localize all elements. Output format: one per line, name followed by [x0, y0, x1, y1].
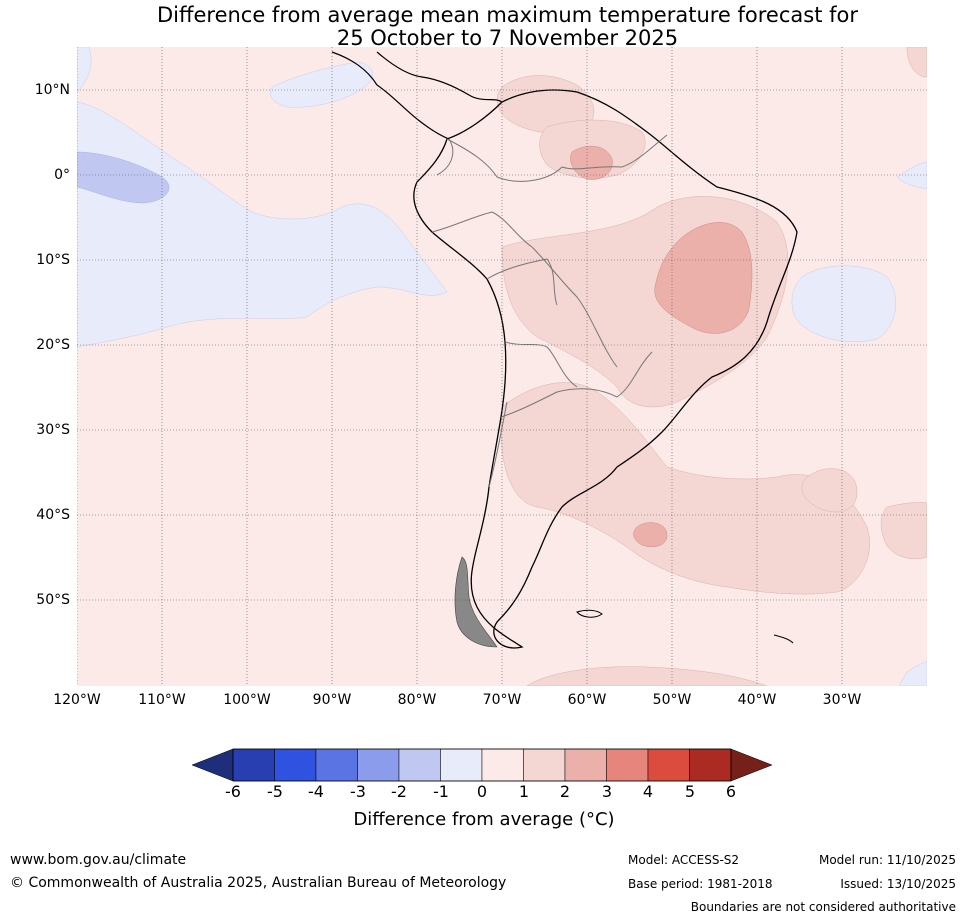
country-borders — [431, 134, 668, 488]
lat-label-50s: 50°S — [36, 592, 70, 608]
colorbar-segment — [481, 748, 524, 782]
central-america-coastline — [331, 51, 450, 140]
colorbar-tick: -5 — [267, 782, 283, 801]
cool-region-east-edge — [896, 161, 927, 190]
colorbar-segment — [357, 748, 400, 782]
lon-label-70w: 70°W — [482, 692, 522, 708]
graticule — [77, 47, 927, 686]
title-line-1: Difference from average mean maximum tem… — [157, 3, 858, 27]
colorbar-tick: -4 — [308, 782, 324, 801]
lon-label-30w: 30°W — [822, 692, 862, 708]
lon-label-120w: 120°W — [53, 692, 101, 708]
colorbar-tick: -6 — [225, 782, 241, 801]
lon-label-90w: 90°W — [312, 692, 352, 708]
colorbar-label: Difference from average (°C) — [353, 809, 615, 830]
warm-region-amazon-core — [570, 145, 613, 180]
warm-region-south-america-south — [500, 382, 870, 595]
colorbar-segment — [315, 748, 358, 782]
colorbar-segment — [606, 748, 649, 782]
colorbar-tick: 6 — [725, 782, 737, 801]
lat-label-0: 0° — [54, 167, 70, 183]
colorbar-arrow-low — [192, 748, 234, 782]
cool-region-south-atlantic — [791, 265, 896, 342]
lat-label-30s: 30°S — [36, 422, 70, 438]
strong-cool-region — [77, 151, 170, 204]
cool-region-southeast-corner — [898, 660, 927, 686]
south-america-coastline — [413, 89, 798, 649]
colorbar-tick: 2 — [559, 782, 571, 801]
colorbar-segment — [523, 748, 566, 782]
cool-region-west-edge — [77, 47, 92, 93]
south-georgia — [773, 634, 794, 644]
cool-region-north-pacific — [269, 61, 373, 108]
hot-region-brazil — [654, 222, 753, 334]
colorbar-tick: -1 — [433, 782, 449, 801]
colorbar-tick: 0 — [476, 782, 488, 801]
lat-label-10n: 10°N — [34, 82, 70, 98]
disclaimer: Boundaries are not considered authoritat… — [690, 900, 956, 914]
model-run: Model run: 11/10/2025 — [818, 853, 956, 867]
lat-label-10s: 10°S — [36, 252, 70, 268]
central-america-coastline-north — [376, 51, 503, 103]
colorbar — [192, 748, 773, 782]
colorbar-segment — [232, 748, 275, 782]
warm-region-northeast-corner — [906, 47, 927, 78]
chile-fjords — [454, 556, 498, 648]
colorbar-tick: 5 — [684, 782, 696, 801]
base-period: Base period: 1981-2018 — [628, 877, 773, 891]
colorbar-segment — [274, 748, 317, 782]
cool-region-equatorial-pacific — [77, 101, 448, 348]
hot-region-south-atlantic — [633, 522, 668, 548]
model-name: Model: ACCESS-S2 — [628, 853, 740, 867]
lon-label-110w: 110°W — [138, 692, 186, 708]
colorbar-segment — [689, 748, 732, 782]
colorbar-segment — [647, 748, 690, 782]
lon-label-60w: 60°W — [567, 692, 607, 708]
lon-label-100w: 100°W — [223, 692, 271, 708]
lat-label-40s: 40°S — [36, 507, 70, 523]
copyright-text: © Commonwealth of Australia 2025, Austra… — [10, 875, 507, 891]
colorbar-tick: -3 — [350, 782, 366, 801]
lon-label-80w: 80°W — [397, 692, 437, 708]
warm-region-east-edge — [880, 502, 927, 560]
colorbar-tick: 4 — [642, 782, 654, 801]
colorbar-segment — [398, 748, 441, 782]
colorbar-segment — [564, 748, 607, 782]
warm-region-atlantic-southeast — [801, 468, 858, 513]
colorbar-segment — [440, 748, 483, 782]
lat-label-20s: 20°S — [36, 337, 70, 353]
anomaly-map — [77, 47, 927, 686]
website-link[interactable]: www.bom.gov.au/climate — [10, 852, 187, 868]
lon-label-40w: 40°W — [737, 692, 777, 708]
colorbar-tick: -2 — [391, 782, 407, 801]
colorbar-tick: 3 — [601, 782, 613, 801]
lon-label-50w: 50°W — [652, 692, 692, 708]
issued-date: Issued: 13/10/2025 — [840, 877, 956, 891]
falkland-islands — [576, 609, 603, 618]
title-line-2: 25 October to 7 November 2025 — [336, 26, 679, 50]
map-title: Difference from average mean maximum tem… — [0, 4, 965, 50]
colorbar-arrow-high — [730, 748, 773, 782]
colorbar-tick: 1 — [518, 782, 530, 801]
